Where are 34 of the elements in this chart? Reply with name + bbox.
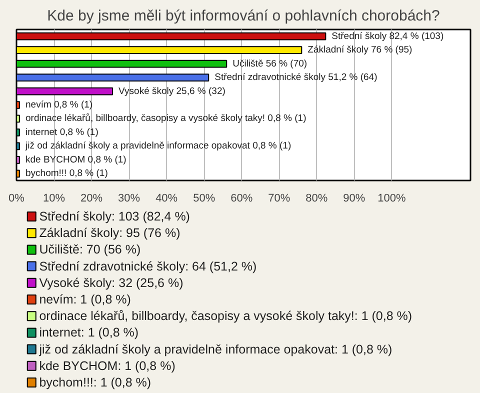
data-label: Střední zdravotnické školy 51,2 % (64) [214,72,378,84]
x-tick-label: 30% [118,192,140,204]
x-tick-label: 60% [230,192,253,204]
legend-label: Vysoké školy: 32 (25,6 %) [39,276,184,290]
x-tick-label: 0% [8,192,25,204]
legend-label: bychom!!!: 1 (0,8 %) [39,376,152,390]
data-label: kde BYCHOM 0,8 % (1) [26,154,126,166]
x-tick-label: 100% [378,192,406,204]
x-tick-label: 80% [306,192,328,204]
legend-label: kde BYCHOM: 1 (0,8 %) [39,358,176,373]
data-label: Základní školy 76 % (95) [308,44,412,56]
legend-label: internet: 1 (0,8 %) [39,326,139,340]
x-tick-label: 40% [156,192,178,204]
legend-label: již od základní školy a pravidelně informace opakovat: 1 (0,8 %) [38,342,392,356]
legend-label: nevím: 1 (0,8 %) [39,292,131,306]
data-label: internet 0,8 % (1) [26,126,98,138]
x-tick-label: 20% [80,192,103,204]
data-label: Učiliště 56 % (70) [232,58,308,70]
legend-label: ordinace lékařů, billboardy, časopisy a vysoké školy taky!: 1 (0,8 %) [39,309,412,324]
data-label: již od základní školy a pravidelně informace opakovat 0,8 % (1) [24,140,292,152]
x-tick-label: 50% [193,192,216,204]
x-tick-label: 90% [343,192,366,204]
legend-label: Učiliště: 70 (56 %) [39,242,141,257]
x-tick-label: 70% [268,192,290,204]
data-label: Střední školy 82,4 % (103) [332,30,444,42]
data-label: bychom!!! 0,8 % (1) [26,168,108,180]
x-tick-label: 10% [43,192,66,204]
data-label: Vysoké školy 25,6 % (32) [118,86,226,97]
legend-label: Střední zdravotnické školy: 64 (51,2 %) [39,259,257,274]
legend-label: Střední školy: 103 (82,4 %) [39,210,190,224]
legend-label: Základní školy: 95 (76 %) [39,226,180,240]
data-label: nevím 0,8 % (1) [26,100,93,110]
chart-title: Kde by jsme měli být informování o pohlavních chorobách? [47,8,440,24]
data-label: ordinace lékařů, billboardy, časopisy a vysoké školy taky! 0,8 % (1) [26,113,306,124]
